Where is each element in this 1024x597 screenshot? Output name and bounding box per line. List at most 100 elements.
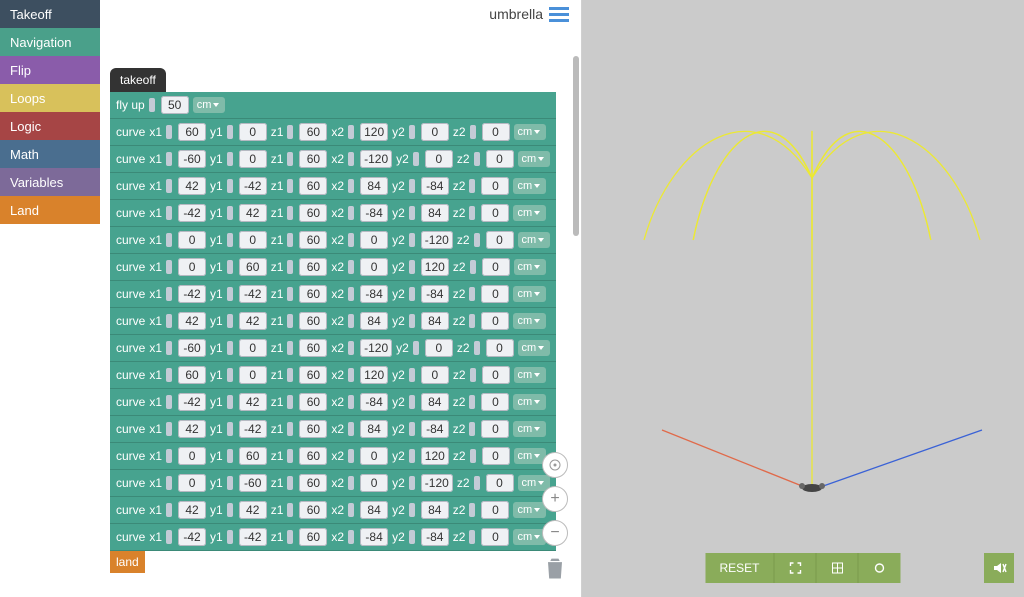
unit-dropdown[interactable]: cm — [514, 124, 547, 140]
number-input[interactable]: 120 — [421, 447, 449, 465]
number-input[interactable]: -84 — [360, 393, 388, 411]
number-input[interactable]: 60 — [299, 123, 327, 141]
number-input[interactable]: 84 — [421, 204, 449, 222]
number-input[interactable]: 60 — [299, 258, 327, 276]
number-input[interactable]: -42 — [178, 204, 206, 222]
number-input[interactable]: 84 — [360, 501, 388, 519]
land-block[interactable]: land — [110, 551, 145, 573]
number-input[interactable]: 60 — [299, 447, 327, 465]
unit-dropdown[interactable]: cm — [193, 97, 226, 113]
number-input[interactable]: 84 — [421, 312, 449, 330]
number-input[interactable]: 60 — [299, 312, 327, 330]
curve-block[interactable]: curvex142y1-42z160x284y2-84z20cm — [110, 416, 556, 443]
curve-block[interactable]: curvex1-42y142z160x2-84y284z20cm — [110, 200, 556, 227]
unit-dropdown[interactable]: cm — [513, 313, 546, 329]
number-input[interactable]: 120 — [421, 258, 449, 276]
number-input[interactable]: -60 — [178, 339, 206, 357]
number-input[interactable]: -42 — [178, 393, 206, 411]
number-input[interactable]: 0 — [481, 204, 509, 222]
number-input[interactable]: 0 — [239, 123, 267, 141]
curve-block[interactable]: curvex142y1-42z160x284y2-84z20cm — [110, 173, 556, 200]
number-input[interactable]: -120 — [360, 339, 392, 357]
number-input[interactable]: 0 — [360, 258, 388, 276]
number-input[interactable]: 0 — [178, 258, 206, 276]
number-input[interactable]: -84 — [421, 285, 449, 303]
number-input[interactable]: 0 — [481, 420, 509, 438]
number-input[interactable]: -42 — [239, 285, 267, 303]
unit-dropdown[interactable]: cm — [518, 151, 551, 167]
number-input[interactable]: 0 — [239, 231, 267, 249]
number-input[interactable]: 0 — [481, 285, 509, 303]
fullscreen-button[interactable] — [775, 553, 817, 583]
unit-dropdown[interactable]: cm — [514, 259, 547, 275]
number-input[interactable]: 42 — [178, 501, 206, 519]
curve-block[interactable]: curvex10y160z160x20y2120z20cm — [110, 254, 556, 281]
sidebar-item-logic[interactable]: Logic — [0, 112, 100, 140]
number-input[interactable]: -60 — [239, 474, 267, 492]
number-input[interactable]: 60 — [299, 501, 327, 519]
curve-block[interactable]: curvex10y10z160x20y2-120z20cm — [110, 227, 556, 254]
reset-button[interactable]: RESET — [705, 553, 774, 583]
grid-button[interactable] — [817, 553, 859, 583]
number-input[interactable]: 0 — [425, 339, 453, 357]
number-input[interactable]: 0 — [178, 474, 206, 492]
sidebar-item-variables[interactable]: Variables — [0, 168, 100, 196]
number-input[interactable]: 0 — [486, 339, 514, 357]
number-input[interactable]: 42 — [239, 204, 267, 222]
number-input[interactable]: 84 — [421, 501, 449, 519]
number-input[interactable]: 0 — [481, 393, 509, 411]
menu-icon[interactable] — [549, 7, 569, 22]
sidebar-item-takeoff[interactable]: Takeoff — [0, 0, 100, 28]
number-input[interactable]: 60 — [299, 150, 327, 168]
number-input[interactable]: 0 — [482, 447, 510, 465]
number-input[interactable]: 0 — [486, 231, 514, 249]
trash-icon[interactable] — [541, 554, 569, 587]
number-input[interactable]: 0 — [239, 339, 267, 357]
number-input[interactable]: 0 — [481, 312, 509, 330]
number-input[interactable]: 60 — [299, 528, 327, 546]
takeoff-block[interactable]: takeoff — [110, 68, 166, 92]
number-input[interactable]: 0 — [486, 474, 514, 492]
number-input[interactable]: 84 — [421, 393, 449, 411]
number-input[interactable]: -84 — [421, 177, 449, 195]
record-button[interactable] — [859, 553, 901, 583]
number-input[interactable]: -84 — [421, 420, 449, 438]
number-input[interactable]: 60 — [299, 231, 327, 249]
number-input[interactable]: 42 — [178, 312, 206, 330]
number-input[interactable]: 60 — [299, 366, 327, 384]
zoom-out-button[interactable]: − — [542, 520, 568, 546]
curve-block[interactable]: curvex1-60y10z160x2-120y20z20cm — [110, 146, 556, 173]
curve-block[interactable]: curvex1-42y1-42z160x2-84y2-84z20cm — [110, 281, 556, 308]
number-input[interactable]: 120 — [360, 123, 388, 141]
scrollbar[interactable] — [573, 56, 579, 236]
number-input[interactable]: 0 — [239, 150, 267, 168]
sidebar-item-math[interactable]: Math — [0, 140, 100, 168]
blocks-canvas[interactable]: takeofffly up50cmcurvex160y10z160x2120y2… — [100, 28, 581, 597]
curve-block[interactable]: curvex1-42y1-42z160x2-84y2-84z20cm — [110, 524, 556, 551]
number-input[interactable]: 60 — [299, 177, 327, 195]
curve-block[interactable]: curvex160y10z160x2120y20z20cm — [110, 119, 556, 146]
number-input[interactable]: 0 — [421, 123, 449, 141]
number-input[interactable]: 42 — [178, 177, 206, 195]
number-input[interactable]: 0 — [178, 447, 206, 465]
number-input[interactable]: 60 — [178, 123, 206, 141]
flyup-block[interactable]: fly up50cm — [110, 92, 556, 119]
number-input[interactable]: 0 — [421, 366, 449, 384]
curve-block[interactable]: curvex1-42y142z160x2-84y284z20cm — [110, 389, 556, 416]
unit-dropdown[interactable]: cm — [513, 178, 546, 194]
number-input[interactable]: 42 — [239, 393, 267, 411]
unit-dropdown[interactable]: cm — [518, 340, 551, 356]
number-input[interactable]: 0 — [425, 150, 453, 168]
number-input[interactable]: -42 — [239, 177, 267, 195]
simulator-area[interactable]: RESET — [582, 0, 1024, 597]
unit-dropdown[interactable]: cm — [514, 367, 547, 383]
number-input[interactable]: 120 — [360, 366, 388, 384]
curve-block[interactable]: curvex10y160z160x20y2120z20cm — [110, 443, 556, 470]
number-input[interactable]: 60 — [299, 204, 327, 222]
number-input[interactable]: 0 — [360, 447, 388, 465]
unit-dropdown[interactable]: cm — [513, 394, 546, 410]
mute-button[interactable] — [984, 553, 1014, 583]
number-input[interactable]: 0 — [482, 258, 510, 276]
number-input[interactable]: -120 — [421, 231, 453, 249]
number-input[interactable]: 60 — [299, 285, 327, 303]
